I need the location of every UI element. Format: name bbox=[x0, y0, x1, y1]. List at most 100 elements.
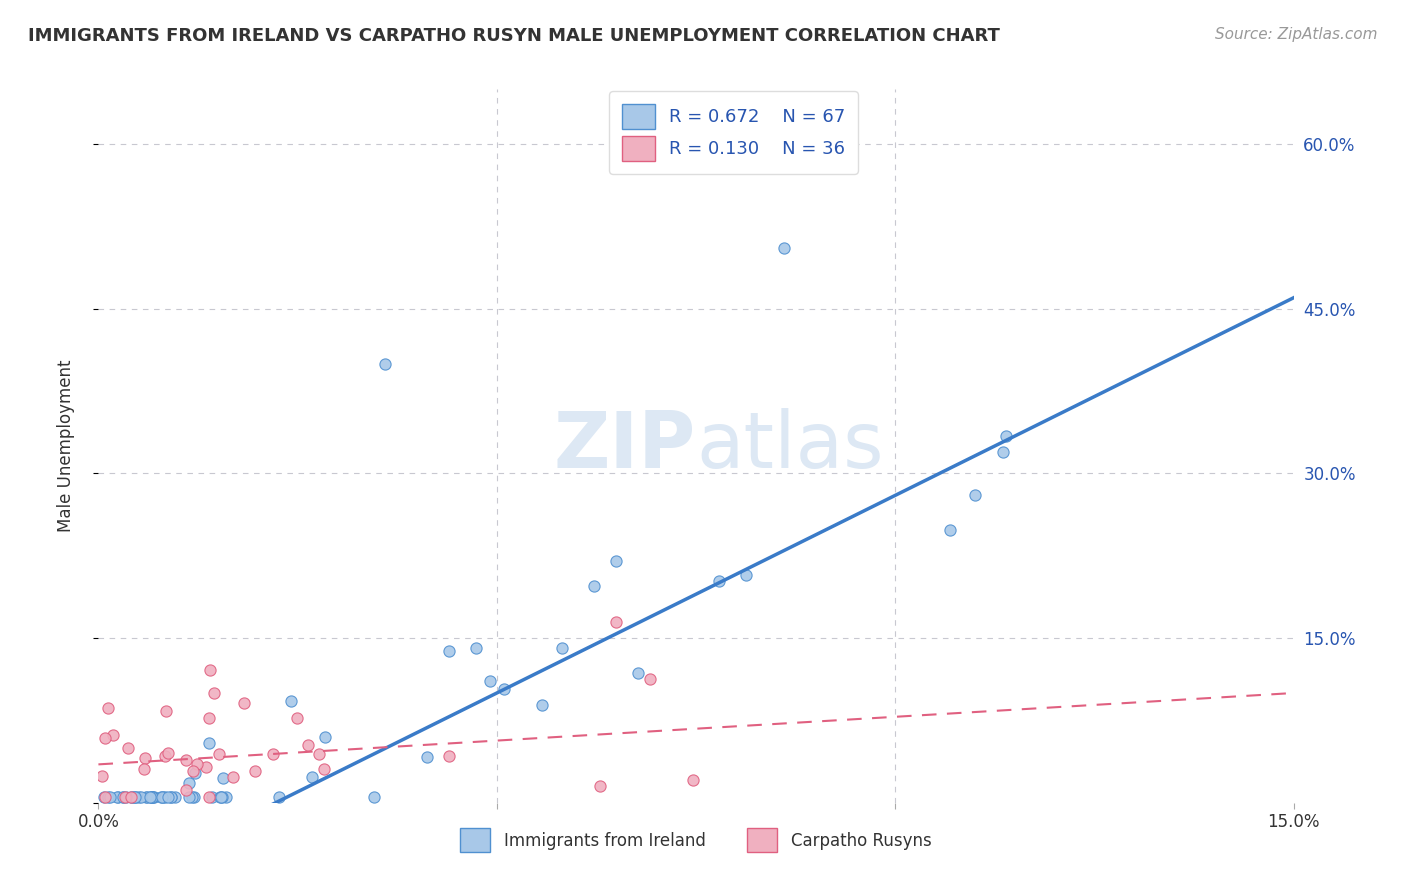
Point bbox=[94, 790, 117, 805]
Point bbox=[98, 790, 121, 805]
Point bbox=[222, 771, 245, 785]
Point bbox=[177, 775, 200, 789]
Point bbox=[202, 686, 225, 700]
Point bbox=[160, 790, 183, 805]
Point bbox=[627, 665, 650, 680]
Point bbox=[183, 766, 205, 780]
Point bbox=[97, 790, 120, 805]
Point bbox=[605, 554, 627, 568]
Point bbox=[94, 731, 117, 746]
Point bbox=[212, 771, 235, 785]
Point bbox=[112, 790, 135, 805]
Point bbox=[115, 790, 138, 805]
Point bbox=[215, 790, 238, 805]
Point bbox=[209, 790, 232, 805]
Point bbox=[105, 790, 128, 805]
Point bbox=[111, 790, 134, 805]
Point bbox=[465, 640, 488, 655]
Point bbox=[101, 728, 124, 742]
Point bbox=[107, 790, 129, 805]
Point bbox=[153, 748, 176, 763]
Point bbox=[120, 790, 142, 805]
Point bbox=[183, 764, 205, 778]
Point bbox=[198, 790, 221, 805]
Point bbox=[531, 698, 554, 712]
Point bbox=[211, 790, 233, 805]
Point bbox=[640, 672, 662, 686]
Point bbox=[141, 790, 163, 805]
Point bbox=[208, 747, 231, 761]
Text: ZIP: ZIP bbox=[554, 408, 696, 484]
Point bbox=[479, 674, 502, 689]
Point bbox=[163, 790, 186, 805]
Point bbox=[183, 790, 205, 805]
Point bbox=[138, 790, 160, 805]
Point bbox=[363, 790, 385, 805]
Text: atlas: atlas bbox=[696, 408, 883, 484]
Point bbox=[583, 579, 606, 593]
Point bbox=[995, 428, 1018, 442]
Point bbox=[160, 790, 183, 805]
Point bbox=[589, 780, 612, 794]
Point bbox=[312, 762, 335, 776]
Point bbox=[128, 790, 150, 805]
Point bbox=[301, 770, 323, 784]
Point bbox=[141, 790, 163, 805]
Point bbox=[243, 764, 266, 778]
Point bbox=[551, 641, 574, 656]
Point bbox=[198, 711, 221, 725]
Point bbox=[939, 523, 962, 537]
Point bbox=[707, 574, 730, 588]
Point bbox=[121, 790, 143, 805]
Point bbox=[262, 747, 284, 761]
Point bbox=[198, 663, 221, 677]
Point bbox=[201, 790, 224, 805]
Point bbox=[153, 790, 176, 805]
Point bbox=[735, 568, 758, 582]
Point bbox=[437, 749, 460, 764]
Point bbox=[157, 746, 180, 760]
Point bbox=[142, 790, 165, 805]
Point bbox=[186, 756, 208, 771]
Point bbox=[141, 790, 163, 805]
Point bbox=[136, 790, 159, 805]
Point bbox=[991, 445, 1014, 459]
Point bbox=[142, 790, 165, 805]
Point bbox=[605, 615, 627, 629]
Point bbox=[131, 790, 153, 805]
Point bbox=[416, 750, 439, 764]
Point bbox=[437, 644, 460, 658]
Point bbox=[120, 790, 142, 805]
Point bbox=[174, 753, 197, 767]
Point bbox=[195, 760, 218, 774]
Point bbox=[124, 790, 146, 805]
Point bbox=[208, 790, 231, 805]
Point bbox=[269, 790, 291, 805]
Point bbox=[772, 241, 794, 255]
Point bbox=[152, 790, 174, 805]
Point bbox=[308, 747, 330, 762]
Legend: Immigrants from Ireland, Carpatho Rusyns: Immigrants from Ireland, Carpatho Rusyns bbox=[454, 822, 938, 859]
Point bbox=[233, 697, 256, 711]
Text: Source: ZipAtlas.com: Source: ZipAtlas.com bbox=[1215, 27, 1378, 42]
Point bbox=[314, 731, 336, 745]
Point bbox=[285, 711, 308, 725]
Point bbox=[963, 488, 986, 502]
Point bbox=[280, 694, 302, 708]
Point bbox=[150, 790, 173, 805]
Point bbox=[157, 790, 180, 805]
Point bbox=[297, 739, 319, 753]
Point bbox=[181, 790, 204, 805]
Point bbox=[198, 736, 221, 750]
Point bbox=[682, 773, 704, 788]
Point bbox=[492, 682, 515, 697]
Point bbox=[139, 790, 162, 805]
Point bbox=[122, 790, 145, 805]
Point bbox=[114, 790, 136, 805]
Point bbox=[150, 790, 173, 805]
Point bbox=[374, 357, 396, 371]
Point bbox=[93, 790, 115, 805]
Point bbox=[91, 769, 114, 783]
Point bbox=[134, 751, 156, 765]
Point bbox=[155, 705, 177, 719]
